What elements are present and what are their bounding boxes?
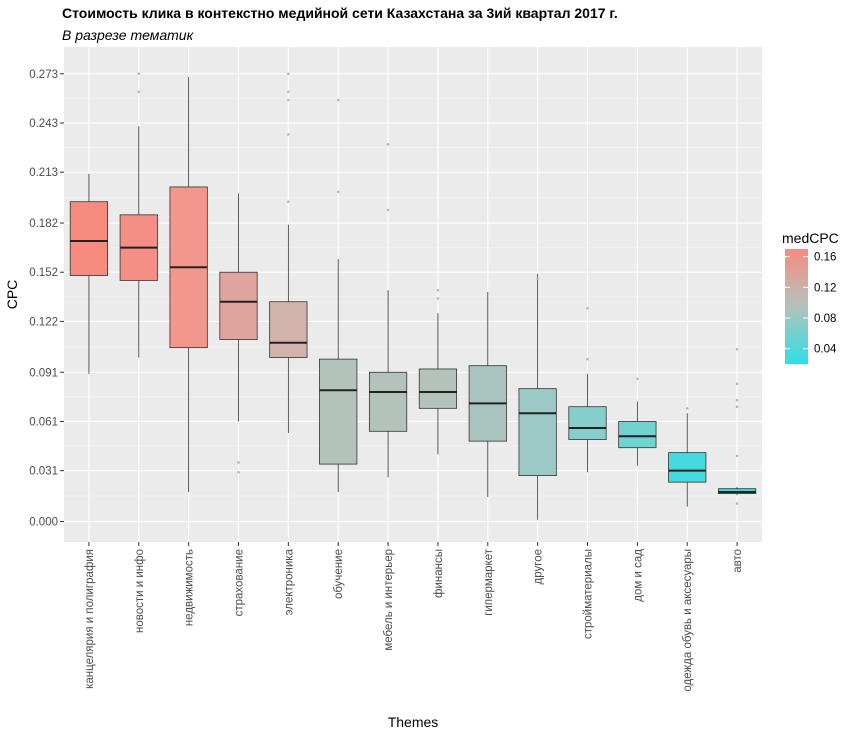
outlier-point <box>735 454 739 458</box>
box-5 <box>269 72 308 433</box>
x-tick-label: авто <box>732 549 744 573</box>
box-body <box>418 368 458 409</box>
outlier-point <box>735 502 739 505</box>
legend-tick-label: 0.08 <box>814 313 836 325</box>
outlier-point <box>287 90 290 94</box>
x-tick-label: гипермаркет <box>483 548 495 616</box>
box-body <box>618 421 657 449</box>
outlier-point <box>287 98 290 102</box>
x-tick-label: мебель и интерьер <box>383 549 395 651</box>
outlier-point <box>336 98 340 102</box>
x-tick-label: обучение <box>333 549 345 599</box>
box-8 <box>418 288 458 455</box>
box-body <box>69 201 109 276</box>
x-tick-label: страхование <box>234 549 246 616</box>
box-11 <box>568 307 607 473</box>
box-body <box>219 271 258 340</box>
x-tick-label: другое <box>533 549 545 584</box>
box-7 <box>368 143 408 478</box>
outlier-point <box>237 461 240 464</box>
box-10 <box>518 273 557 520</box>
outlier-point <box>735 382 739 386</box>
outlier-point <box>287 72 290 76</box>
x-tick-label: новости и инфо <box>134 549 146 633</box>
y-tick-label: 0.213 <box>29 167 58 179</box>
outlier-point <box>287 133 290 136</box>
box-3 <box>169 77 208 492</box>
box-14 <box>717 348 757 505</box>
outlier-point <box>685 407 689 410</box>
box-body <box>518 388 557 476</box>
outlier-point <box>137 90 141 94</box>
legend-tick-label: 0.12 <box>814 282 836 294</box>
outlier-point <box>735 348 739 351</box>
legend-tick-label: 0.04 <box>814 344 837 356</box>
x-tick-label: канцелярия и полиграфия <box>84 549 96 689</box>
y-tick-label: 0.182 <box>29 218 58 230</box>
outlier-point <box>336 190 340 194</box>
outlier-point <box>536 277 539 281</box>
x-tick-label: одежда обувь и аксесуары <box>682 549 694 692</box>
y-tick-label: 0.152 <box>29 267 58 279</box>
legend-colorbar <box>785 249 808 364</box>
y-tick-label: 0.091 <box>29 367 58 379</box>
outlier-point <box>137 72 141 76</box>
legend-tick-label: 0.16 <box>814 252 836 264</box>
y-axis-title: CPC <box>4 280 20 310</box>
outlier-point <box>386 208 390 212</box>
box-body <box>368 371 408 432</box>
x-tick-label: дом и сад <box>632 549 644 602</box>
x-tick-label: стройматериалы <box>583 549 595 639</box>
outlier-point <box>436 297 440 300</box>
box-body <box>568 406 607 440</box>
box-body <box>319 358 358 465</box>
box-4 <box>219 193 258 474</box>
x-tick-label: недвижимость <box>184 549 196 626</box>
outlier-point <box>436 288 440 292</box>
outlier-point <box>735 405 739 409</box>
outlier-point <box>237 471 240 474</box>
y-tick-label: 0.000 <box>29 517 58 529</box>
x-tick-label: электроника <box>283 548 295 615</box>
box-2 <box>119 72 158 358</box>
outlier-point <box>586 307 589 310</box>
outlier-point <box>386 143 390 146</box>
outlier-point <box>636 377 639 381</box>
chart-subtitle: В разрезе тематик <box>62 27 194 43</box>
outlier-point <box>735 398 739 402</box>
box-13 <box>668 407 707 507</box>
legend-title: medCPC <box>782 230 839 246</box>
y-tick-label: 0.243 <box>29 118 58 130</box>
chart-title: Стоимость клика в контекстно медийной се… <box>62 5 618 21</box>
box-12 <box>618 377 657 466</box>
x-tick-label: финансы <box>433 549 445 598</box>
plot-panel <box>64 47 762 542</box>
y-tick-label: 0.122 <box>29 316 58 328</box>
y-tick-label: 0.031 <box>29 466 58 478</box>
y-tick-label: 0.273 <box>29 69 58 81</box>
box-body <box>668 452 707 483</box>
box-1 <box>69 173 109 374</box>
x-axis-title: Themes <box>388 714 439 730</box>
box-9 <box>468 291 507 497</box>
box-body <box>269 301 308 358</box>
box-6 <box>319 98 358 492</box>
outlier-point <box>287 200 290 203</box>
outlier-point <box>586 357 589 361</box>
y-tick-label: 0.061 <box>29 416 58 428</box>
